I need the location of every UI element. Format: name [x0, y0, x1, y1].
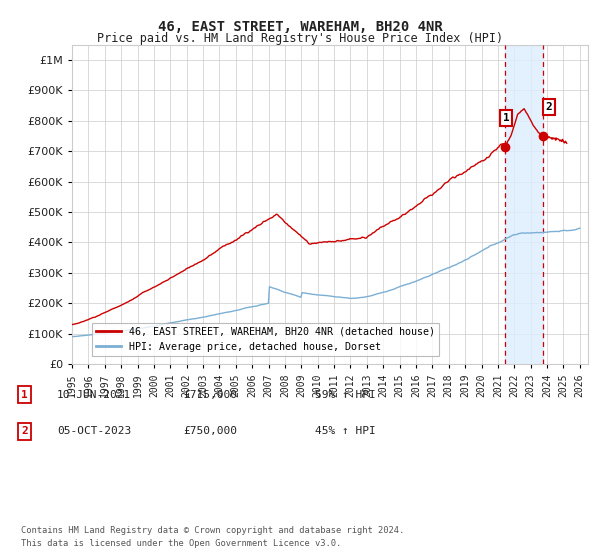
Text: 1: 1	[21, 390, 28, 400]
Text: 1: 1	[503, 113, 509, 123]
Legend: 46, EAST STREET, WAREHAM, BH20 4NR (detached house), HPI: Average price, detache: 46, EAST STREET, WAREHAM, BH20 4NR (deta…	[92, 323, 439, 356]
Text: 45% ↑ HPI: 45% ↑ HPI	[315, 426, 376, 436]
Text: 59% ↑ HPI: 59% ↑ HPI	[315, 390, 376, 400]
Text: 2: 2	[21, 426, 28, 436]
Text: 46, EAST STREET, WAREHAM, BH20 4NR: 46, EAST STREET, WAREHAM, BH20 4NR	[158, 20, 442, 34]
Text: £750,000: £750,000	[183, 426, 237, 436]
Bar	[505, 45, 543, 364]
Text: 05-OCT-2023: 05-OCT-2023	[57, 426, 131, 436]
Text: Price paid vs. HM Land Registry's House Price Index (HPI): Price paid vs. HM Land Registry's House …	[97, 32, 503, 45]
Text: Contains HM Land Registry data © Crown copyright and database right 2024.
This d: Contains HM Land Registry data © Crown c…	[21, 526, 404, 548]
Text: 10-JUN-2021: 10-JUN-2021	[57, 390, 131, 400]
Text: £715,000: £715,000	[183, 390, 237, 400]
Text: 2: 2	[545, 102, 552, 112]
